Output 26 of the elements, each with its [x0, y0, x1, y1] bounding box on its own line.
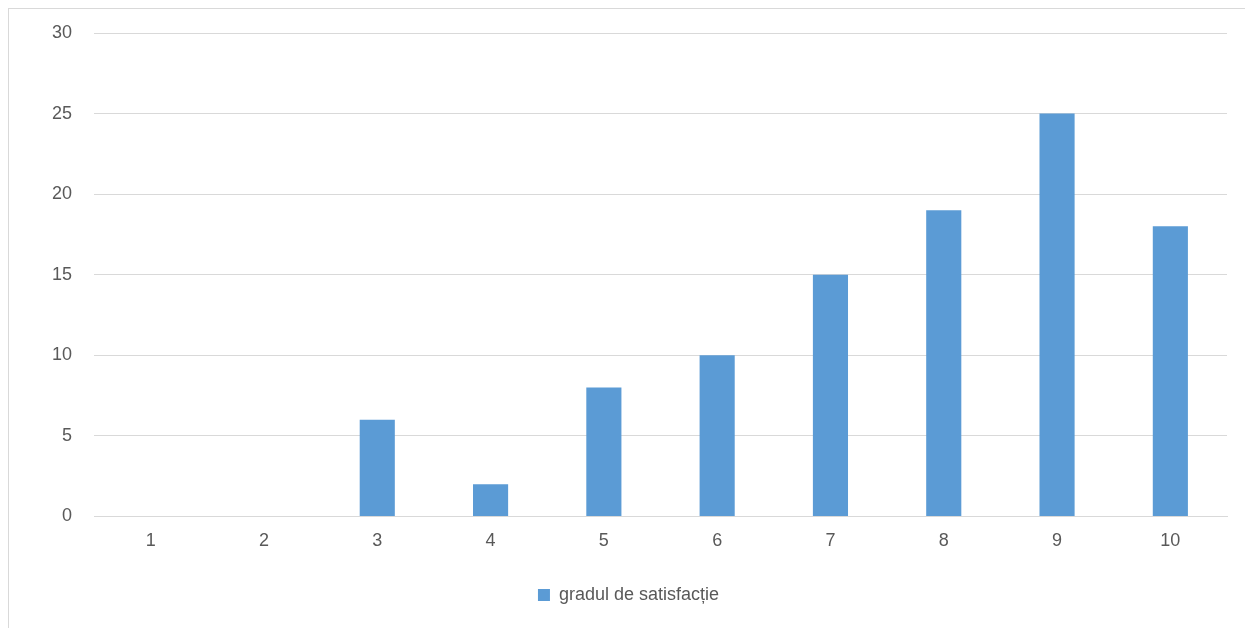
y-tick-label: 20: [51, 183, 73, 204]
y-tick-label: 0: [62, 505, 73, 526]
x-tick-label: 10: [1160, 530, 1181, 551]
x-tick-label: 1: [145, 530, 156, 551]
x-tick-label: 2: [258, 530, 269, 551]
bar: [1039, 113, 1075, 516]
bar: [926, 210, 962, 516]
x-tick-label: 7: [825, 530, 836, 551]
x-tick-label: 5: [598, 530, 609, 551]
bar: [359, 419, 395, 516]
y-tick-label: 10: [51, 344, 73, 365]
bar: [473, 484, 509, 516]
y-tick-label: 15: [51, 263, 73, 284]
y-tick-label: 25: [51, 102, 73, 123]
y-tick-label: 30: [51, 21, 73, 42]
x-tick-label: 9: [1052, 530, 1063, 551]
x-tick-label: 6: [712, 530, 723, 551]
x-tick-label: 4: [485, 530, 496, 551]
bar: [699, 355, 735, 516]
x-tick-label: 8: [938, 530, 949, 551]
bar: [1152, 226, 1188, 516]
x-tick-label: 3: [372, 530, 383, 551]
legend-label: gradul de satisfacție: [558, 583, 720, 604]
y-tick-label: 5: [62, 424, 73, 445]
bar: [586, 387, 622, 516]
bar: [812, 274, 849, 516]
